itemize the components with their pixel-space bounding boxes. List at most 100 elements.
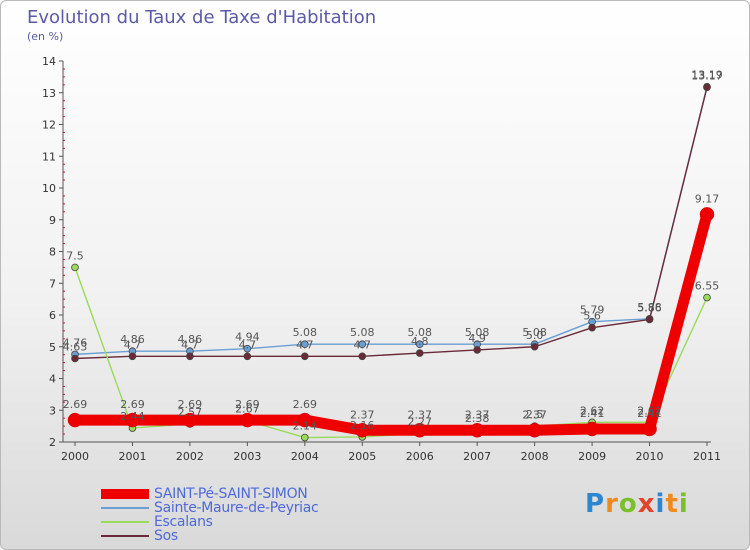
data-label: 9.17: [695, 192, 720, 205]
data-label: 5.08: [407, 326, 432, 339]
data-label: 5.86: [637, 301, 662, 314]
y-tick-label: 9: [49, 214, 56, 227]
series-line: [74, 87, 708, 360]
data-label: 13.19: [691, 69, 723, 82]
data-label: 2.37: [522, 408, 547, 421]
series-line: [74, 86, 708, 356]
x-tick-label: 2010: [636, 450, 664, 463]
data-point: [240, 412, 255, 428]
data-label: 2.62: [580, 404, 605, 417]
unit-label: (en %): [27, 30, 64, 43]
data-point: [642, 421, 657, 437]
x-tick-label: 2001: [118, 450, 146, 463]
chart-title: Evolution du Taux de Taxe d'Habitation: [27, 7, 377, 28]
data-point: [358, 340, 367, 349]
y-tick-label: 8: [49, 246, 56, 259]
y-tick-label: 13: [42, 87, 56, 100]
data-label: 2.44: [120, 410, 145, 423]
data-point: [415, 340, 424, 349]
data-label: 4.63: [63, 340, 88, 353]
x-tick-label: 2006: [406, 450, 434, 463]
y-tick-label: 7: [49, 277, 56, 290]
data-label: 5.08: [522, 326, 547, 339]
x-tick-label: 2004: [291, 450, 319, 463]
data-point: [71, 263, 79, 272]
data-label: 5.08: [293, 326, 318, 339]
legend-swatch: [101, 535, 149, 537]
data-label: 2.67: [235, 403, 260, 416]
data-point: [527, 423, 542, 438]
data-label: 7.5: [66, 249, 84, 262]
data-label: 2.57: [178, 406, 203, 419]
data-point: [645, 315, 654, 324]
data-point: [128, 352, 137, 361]
legend-label: Sainte-Maure-de-Peyriac: [154, 500, 319, 516]
data-point: [530, 342, 539, 351]
y-tick-label: 3: [49, 404, 56, 417]
data-label: 4.86: [120, 333, 145, 346]
logo-letter: i: [678, 489, 689, 519]
data-label: 2.37: [465, 408, 490, 421]
data-label: 4.7: [239, 338, 257, 351]
logo-letter: x: [637, 489, 656, 519]
y-tick-label: 11: [42, 150, 56, 163]
data-point: [473, 346, 481, 354]
y-tick-label: 2: [49, 436, 56, 449]
data-label: 2.69: [120, 398, 145, 411]
data-point: [301, 352, 309, 361]
data-point: [358, 352, 367, 361]
logo-letter: P: [585, 489, 606, 519]
legend-label: SAINT-Pé-SAINT-SIMON: [154, 486, 308, 502]
data-label: 4.7: [296, 338, 314, 351]
data-label: 13.17: [691, 69, 723, 82]
legend-label: Sos: [154, 528, 178, 544]
legend-swatch: [101, 507, 149, 509]
data-point: [125, 412, 140, 428]
series-line: [74, 267, 708, 439]
data-point: [699, 207, 715, 222]
data-point: [71, 354, 79, 363]
data-label: 5.08: [465, 326, 490, 339]
data-label: 4.86: [178, 333, 203, 346]
x-tick-label: 2011: [693, 450, 721, 463]
data-label: 2.14: [293, 420, 318, 433]
x-tick-label: 2005: [348, 450, 376, 463]
data-label: 5.79: [580, 304, 605, 317]
data-label: 4.7: [181, 338, 199, 351]
data-point: [186, 352, 194, 361]
x-tick-label: 2002: [176, 450, 204, 463]
logo-letter: i: [655, 489, 666, 519]
proxiti-logo: Proxiti: [585, 489, 689, 519]
data-label: 2.41: [637, 407, 662, 420]
data-label: 2.5: [526, 408, 544, 421]
data-label: 4.8: [411, 335, 429, 348]
legend-label: Escalans: [154, 514, 213, 530]
x-tick-label: 2009: [578, 450, 606, 463]
data-label: 5.6: [583, 310, 601, 323]
data-label: 2.69: [63, 398, 88, 411]
data-point: [243, 344, 252, 353]
y-tick-label: 4: [49, 373, 56, 386]
data-point: [355, 423, 370, 438]
data-label: 2.27: [407, 415, 432, 428]
data-label: 4.7: [124, 338, 142, 351]
data-label: 2.37: [350, 408, 375, 421]
logo-letter: t: [665, 489, 679, 519]
data-point: [415, 349, 424, 357]
y-tick-label: 5: [49, 341, 56, 354]
x-tick-label: 2000: [61, 450, 89, 463]
logo-letter: r: [605, 489, 619, 519]
y-tick-label: 14: [42, 55, 56, 68]
data-point: [297, 412, 313, 428]
data-label: 5.0: [526, 329, 544, 342]
data-label: 2.69: [235, 398, 260, 411]
data-label: 4.9: [468, 332, 486, 345]
data-label: 4.76: [63, 336, 88, 349]
x-tick-label: 2007: [463, 450, 491, 463]
logo-letter: o: [618, 489, 638, 519]
data-point: [588, 323, 596, 332]
data-label: 5.88: [637, 301, 662, 314]
data-point: [703, 83, 711, 92]
y-tick-label: 10: [42, 182, 56, 195]
